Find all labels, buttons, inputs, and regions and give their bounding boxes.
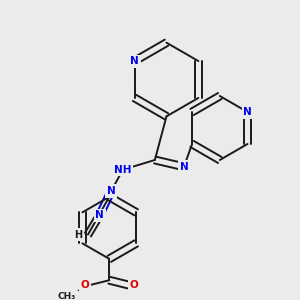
Text: O: O <box>81 280 89 290</box>
Text: O: O <box>129 280 138 290</box>
Text: N: N <box>180 162 188 172</box>
Text: CH₃: CH₃ <box>58 292 76 300</box>
Text: N: N <box>95 210 104 220</box>
Text: N: N <box>130 56 139 66</box>
Text: NH: NH <box>114 165 132 175</box>
Text: N: N <box>243 107 252 117</box>
Text: H: H <box>74 230 82 240</box>
Text: N: N <box>107 186 116 196</box>
